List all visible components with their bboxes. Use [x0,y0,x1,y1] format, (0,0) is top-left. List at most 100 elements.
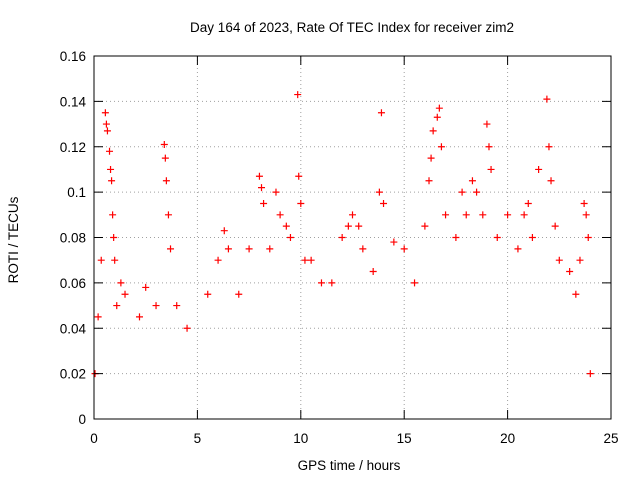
data-point [355,222,363,230]
data-point [582,211,590,219]
y-tick-label: 0.04 [60,321,87,336]
data-point [272,188,280,196]
data-point [493,234,501,241]
data-point [535,165,543,173]
y-tick-label: 0.02 [60,367,86,382]
data-point [162,177,170,185]
data-point [380,199,388,207]
data-point [94,313,102,321]
data-point [514,245,522,253]
data-point [375,188,383,196]
data-point [167,245,175,253]
data-point [543,95,551,103]
data-point [435,104,443,112]
data-point [566,268,574,276]
data-point [433,113,441,121]
data-point [111,256,119,264]
data-point [429,127,437,135]
x-tick-label: 5 [194,431,202,446]
data-point [483,120,491,128]
chart-title: Day 164 of 2023, Rate Of TEC Index for r… [190,20,514,35]
x-tick-label: 15 [397,431,412,446]
data-point [504,211,512,219]
data-point [142,283,150,291]
data-point [344,222,352,230]
data-point [551,222,559,230]
x-axis-label: GPS time / hours [298,458,401,473]
data-point [258,184,266,192]
data-point [113,302,121,310]
data-point [545,143,553,151]
data-point [479,211,487,219]
points-layer [91,91,594,378]
data-point [108,177,116,185]
data-point [485,143,493,151]
data-point [425,177,433,185]
data-point [97,256,105,264]
tick-label-layer: 0 5 10 15 20 25 0 0.02 0.04 0.06 0.08 0.1 0.12 0.14 0.… [60,49,619,446]
y-tick-label: 0.16 [60,49,86,64]
y-tick-label: 0.12 [60,140,86,155]
data-point [204,290,212,298]
data-point [173,302,181,310]
data-point [255,172,263,180]
data-point [152,302,160,310]
data-point [468,177,476,185]
x-tick-label: 20 [500,431,515,446]
data-point [121,290,129,298]
data-point [427,154,435,162]
data-point [224,245,232,253]
data-point [297,199,305,207]
data-point [547,177,555,185]
data-point [576,256,584,264]
data-point [580,199,588,207]
data-point [286,234,294,241]
x-tick-label: 0 [90,431,98,446]
data-point [102,120,110,128]
data-point [458,188,466,196]
data-point [295,172,303,180]
data-point [282,222,290,230]
data-point [442,211,450,219]
data-point [411,279,419,287]
data-point [400,245,408,253]
y-tick-label: 0 [78,412,86,427]
series-zim2 [91,91,594,378]
x-tick-label: 10 [293,431,308,446]
data-point [301,256,309,264]
data-point [117,279,125,287]
data-point [528,234,536,241]
data-point [294,91,302,99]
data-point [462,211,470,219]
data-point [421,222,429,230]
data-point [235,290,243,298]
data-point [487,165,495,173]
data-point [520,211,528,219]
data-point [473,188,481,196]
data-point [555,256,563,264]
data-point [317,279,325,287]
data-point [245,245,253,253]
data-point [107,165,115,173]
data-point [524,199,532,207]
y-tick-label: 0.06 [60,276,86,291]
data-point [276,211,284,219]
grid-layer [94,56,611,419]
data-point [452,234,460,241]
data-point [164,211,172,219]
data-point [220,227,228,235]
data-point [338,234,346,241]
y-tick-label: 0.08 [60,231,86,246]
y-axis-label: ROTI / TECUs [6,196,21,283]
data-point [307,256,315,264]
data-point [135,313,143,321]
y-tick-label: 0.14 [60,94,87,109]
y-tick-label: 0.1 [67,185,86,200]
x-tick-label: 25 [603,431,618,446]
ticks-layer [93,55,612,420]
data-point [390,238,398,246]
data-point [266,245,274,253]
